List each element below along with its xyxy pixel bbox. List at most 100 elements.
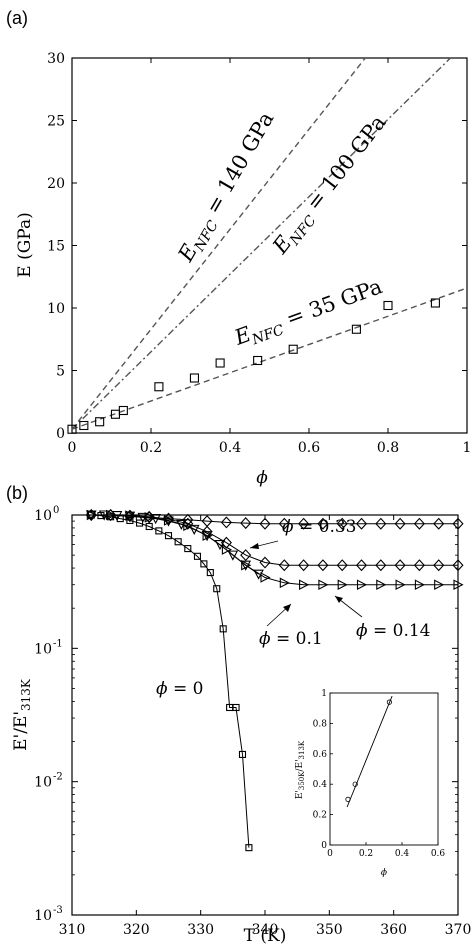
inset-data-point [386, 699, 392, 705]
inset-xtick-label: 0.2 [359, 849, 373, 859]
panel-b-data-point [240, 560, 252, 571]
panel-b-data-point [188, 524, 200, 535]
panel-a-data-point [79, 420, 89, 431]
panel-b-data-point [240, 549, 252, 562]
panel-b-data-point [453, 579, 464, 591]
panel-b-data-point [433, 517, 445, 530]
panel-b-data-point [86, 509, 97, 521]
panel-a-xtick-label: 0.8 [377, 440, 399, 456]
panel-b-data-point [213, 585, 221, 593]
panel-b-data-point [245, 844, 253, 852]
panel-b-series-line-0 [91, 514, 250, 848]
annotation-phi-0-1: ϕ = 0.1 [259, 629, 323, 649]
panel-b-data-point [355, 517, 368, 530]
inset-ytick-label: 1 [321, 689, 327, 699]
panel-b-data-point [279, 577, 290, 589]
panel-b-xtick-label: 360 [380, 922, 407, 938]
panel-a-ytick-label: 30 [47, 51, 65, 67]
panel-a-data-point [430, 298, 440, 308]
panel-b-data-point [336, 559, 348, 572]
panel-b-data-point [452, 559, 464, 572]
inset-xtick-label: 0.4 [395, 849, 410, 859]
panel-b-data-point [299, 579, 310, 591]
panel-a-ytick-label: 25 [47, 114, 65, 130]
panel-b-data-point [136, 519, 144, 527]
panel-a-data-point [351, 324, 361, 334]
panel-b-data-point [375, 559, 387, 572]
panel-a-ytick-label: 0 [56, 426, 65, 442]
panel-a-xlabel: ϕ [256, 468, 268, 488]
panel-b-data-point [193, 552, 201, 560]
inset-xlabel: ϕ [381, 868, 387, 878]
panel-b-xtick-label: 310 [59, 922, 86, 938]
inset-xtick-label: 0.6 [431, 849, 446, 859]
panel-a-data-point [95, 417, 105, 427]
panel-b-xtick-label: 350 [316, 922, 343, 938]
reference-line-1 [71, 57, 451, 430]
arrowhead-phi-0-33 [250, 543, 259, 549]
panel-a-ytick-label: 10 [47, 301, 65, 317]
panel-b-data-point [105, 508, 117, 522]
inset-ylabel: E'350K/E'313K [295, 740, 306, 799]
annotation-phi-0-33: ϕ = 0.33 [282, 517, 357, 537]
panel-b-data-point [155, 527, 163, 535]
panel-b-data-point [182, 513, 194, 526]
panel-b-data-point [220, 536, 232, 549]
panel-b-label: (b) [6, 483, 28, 503]
panel-b-ytick-exponent: -1 [53, 638, 63, 649]
panel-b-data-point [219, 625, 227, 633]
panel-b-annotations: ϕ = 0.33 ϕ = 0.1 ϕ = 0.14 ϕ = 0 [156, 517, 431, 699]
panel-b-data-point [278, 559, 290, 572]
panel-b-data-point [317, 559, 329, 572]
panel-b-data-point [201, 525, 213, 538]
panel-b-data-point [433, 559, 445, 572]
panel-b-data-point [434, 579, 445, 591]
panel-a-xtick-label: 0.4 [219, 440, 241, 456]
panel-b-data-point [174, 538, 182, 546]
inset-ytick-label: 0 [321, 841, 327, 851]
inset-fit-line [346, 695, 393, 808]
panel-b-data-point [414, 579, 425, 591]
panel-a-ytick-label: 20 [47, 176, 65, 192]
panel-a-label: (a) [6, 8, 28, 28]
inset-frame [329, 692, 439, 846]
panel-b-ytick-exponent: 0 [53, 505, 59, 516]
panel-b-ytick-exponent: -2 [53, 772, 63, 783]
arrowhead-phi-0-1 [283, 604, 291, 612]
panel-a-data-point [288, 344, 298, 354]
panel-b-data-point [200, 560, 208, 568]
panel-b-data-point [260, 572, 271, 583]
panel-b-data-point [452, 517, 464, 530]
panel-a-data-point [253, 355, 263, 366]
panel-b-data-point [298, 517, 310, 530]
panel-b-ytick-label: 10 [34, 641, 52, 657]
panel-a-data-point [215, 358, 225, 368]
inset-data-point [352, 781, 358, 787]
annotation-phi-0-14: ϕ = 0.14 [356, 621, 431, 641]
panel-b-data-point [355, 559, 368, 572]
panel-b-data-point [184, 545, 192, 553]
panel-b-data-point [394, 559, 406, 572]
inset-ytick-label: 0.8 [313, 719, 328, 729]
panel-b-data-point [206, 569, 214, 577]
panel-b-data-point [336, 517, 348, 530]
panel-b-xtick-label: 330 [187, 922, 214, 938]
panel-a-ytick-label: 15 [47, 239, 65, 255]
panel-b-xtick-label: 320 [123, 922, 150, 938]
panel-a-xtick-label: 1 [463, 440, 472, 456]
inset-ytick-label: 0.6 [313, 750, 328, 760]
panel-b-xlabel: T (K) [244, 926, 287, 946]
panel-b-data-point [376, 579, 387, 591]
panel-b-data-point [394, 517, 406, 530]
panel-b-data-point [124, 509, 136, 522]
inset-plot: 0 0.2 0.4 0.6 0 0.2 0.4 0.6 0.8 1 [313, 689, 446, 859]
panel-b-data-point [85, 508, 97, 522]
panel-b-data-point [413, 517, 425, 530]
panel-a-data-point [67, 424, 77, 434]
inset-ytick-label: 0.4 [313, 780, 328, 790]
arrowhead-phi-0-14 [335, 596, 343, 603]
panel-a-data-point [383, 300, 393, 311]
panel-a-ytick-label: 5 [56, 364, 65, 380]
